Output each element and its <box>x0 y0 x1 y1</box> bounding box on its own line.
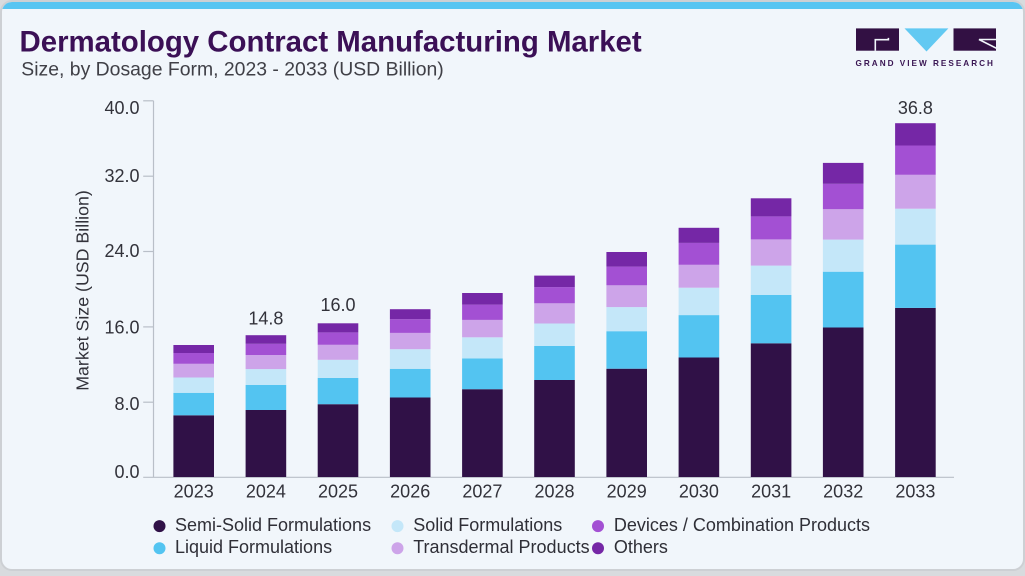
svg-text:8.0: 8.0 <box>114 394 139 414</box>
svg-text:2026: 2026 <box>390 482 430 502</box>
svg-text:2029: 2029 <box>607 482 647 502</box>
svg-text:2032: 2032 <box>823 482 863 502</box>
svg-text:0.0: 0.0 <box>114 462 139 482</box>
svg-text:GRAND VIEW RESEARCH: GRAND VIEW RESEARCH <box>856 59 995 68</box>
svg-text:Size, by Dosage Form, 2023 - 2: Size, by Dosage Form, 2023 - 2033 (USD B… <box>21 59 443 81</box>
svg-text:14.8: 14.8 <box>248 309 283 329</box>
svg-text:16.0: 16.0 <box>104 318 139 338</box>
svg-text:2025: 2025 <box>318 482 358 502</box>
svg-text:Semi-Solid Formulations: Semi-Solid Formulations <box>175 515 371 535</box>
svg-text:Market Size (USD Billion): Market Size (USD Billion) <box>73 190 93 391</box>
svg-text:2027: 2027 <box>462 482 502 502</box>
svg-text:Others: Others <box>614 537 668 557</box>
svg-text:2030: 2030 <box>679 482 719 502</box>
svg-text:Dermatology Contract Manufactu: Dermatology Contract Manufacturing Marke… <box>20 25 642 58</box>
svg-text:32.0: 32.0 <box>104 166 139 186</box>
svg-text:2033: 2033 <box>895 482 935 502</box>
svg-text:2031: 2031 <box>751 482 791 502</box>
svg-text:Transdermal Products: Transdermal Products <box>413 537 589 557</box>
svg-text:40.0: 40.0 <box>104 98 139 118</box>
svg-text:Devices / Combination Products: Devices / Combination Products <box>614 515 870 535</box>
svg-text:Solid Formulations: Solid Formulations <box>413 515 562 535</box>
svg-text:36.8: 36.8 <box>898 98 933 118</box>
svg-text:Liquid Formulations: Liquid Formulations <box>175 537 332 557</box>
svg-text:2023: 2023 <box>174 482 214 502</box>
svg-text:16.0: 16.0 <box>320 295 355 315</box>
svg-text:2028: 2028 <box>534 482 574 502</box>
svg-text:24.0: 24.0 <box>104 241 139 261</box>
svg-text:2024: 2024 <box>246 482 286 502</box>
